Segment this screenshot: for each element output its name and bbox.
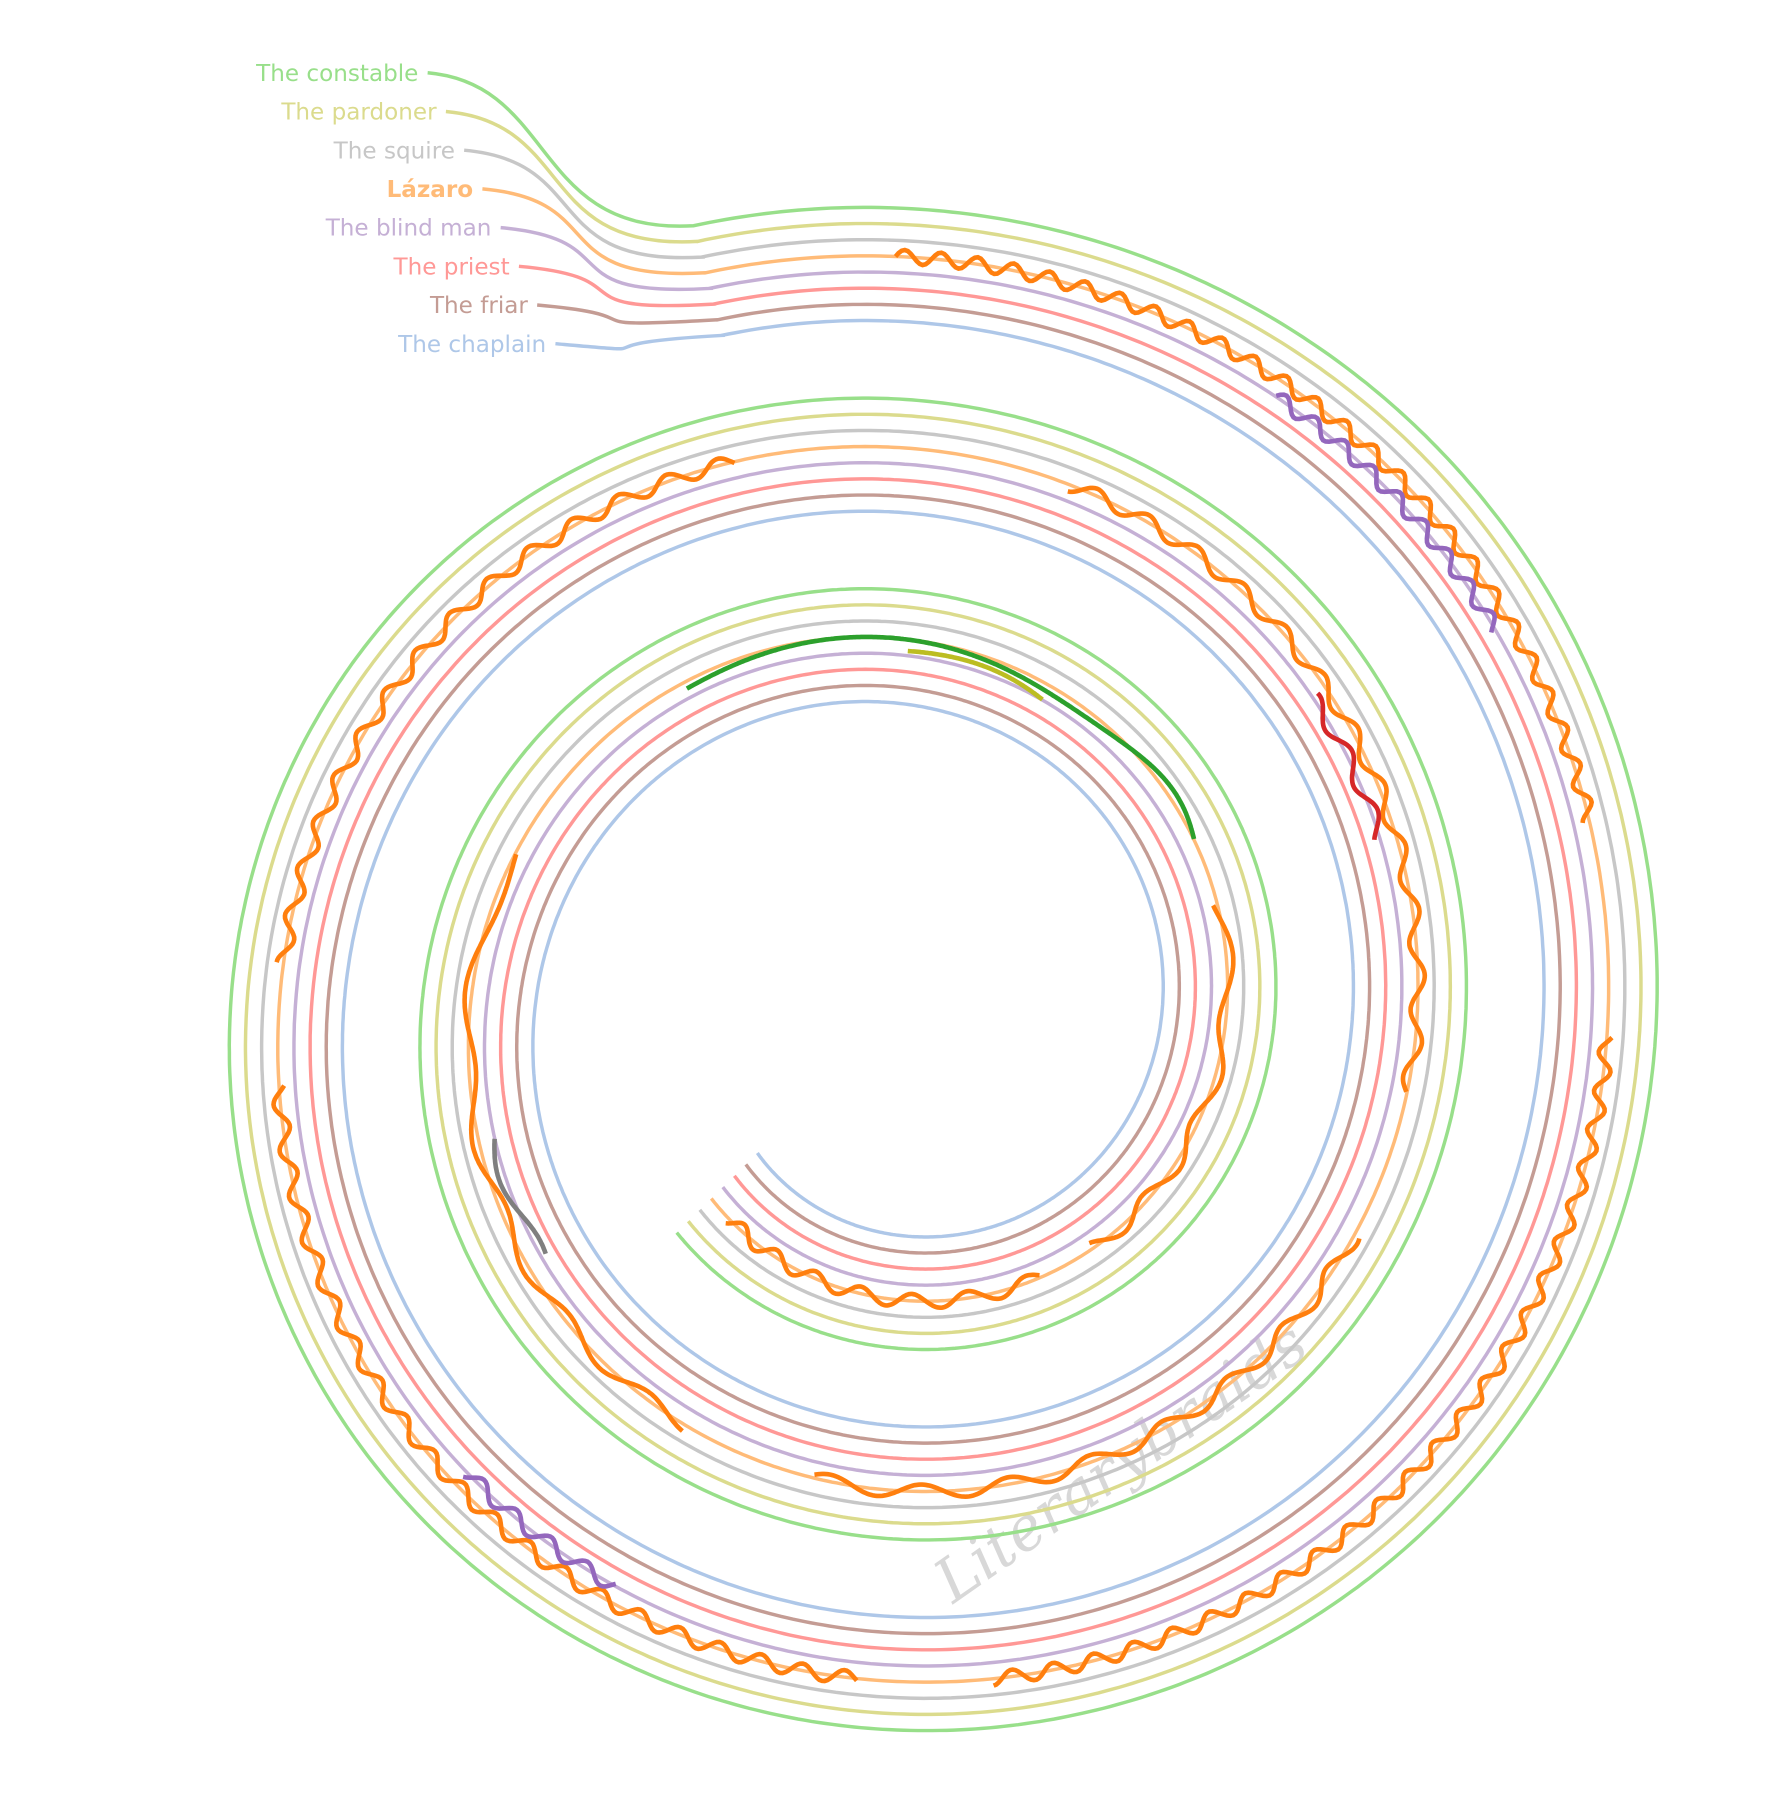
interaction-wave <box>1275 392 1498 634</box>
interaction-wave <box>725 1220 1040 1311</box>
interaction-wave <box>492 1138 548 1255</box>
interaction-wave <box>462 1474 617 1589</box>
interaction-wave <box>1088 904 1236 1246</box>
interaction-wave <box>462 853 684 1433</box>
character-label: The pardoner <box>280 100 437 126</box>
character-strand <box>227 71 1659 1733</box>
interaction-wave <box>274 456 736 963</box>
character-label: The friar <box>429 293 528 319</box>
character-label: The chaplain <box>397 332 546 358</box>
interaction-wave <box>685 634 1197 840</box>
character-label: The squire <box>333 138 455 164</box>
interaction-wave <box>992 1035 1614 1688</box>
character-strand <box>292 225 1595 1668</box>
character-label: The priest <box>393 254 510 280</box>
character-strand <box>324 302 1562 1636</box>
character-strand <box>308 264 1579 1652</box>
character-label: The blind man <box>325 216 492 242</box>
interaction-wave <box>907 648 1044 702</box>
character-strand <box>276 187 1611 1684</box>
interaction-wave <box>271 1084 859 1684</box>
character-strand <box>340 318 1546 1620</box>
interaction-wave <box>893 247 1595 824</box>
interaction-wave <box>1315 691 1382 841</box>
character-label: The constable <box>255 61 418 87</box>
interaction-wave <box>814 1237 1362 1500</box>
character-label: Lázaro <box>387 177 474 203</box>
character-strand <box>259 148 1627 1701</box>
interaction-wave <box>1067 485 1428 1093</box>
character-strand <box>243 109 1643 1717</box>
